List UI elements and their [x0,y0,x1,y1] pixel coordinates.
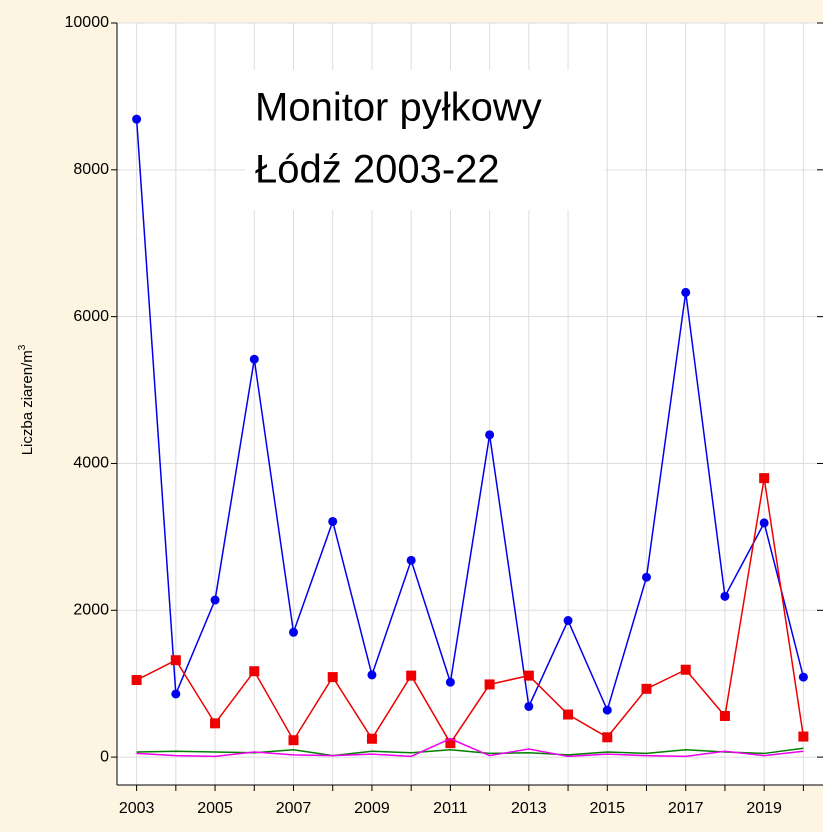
point [485,430,494,439]
point [211,596,220,605]
point [720,711,730,721]
y-tick-label: 2000 [73,602,109,619]
point [760,518,769,527]
x-tick-label: 2011 [433,800,468,817]
y-tick-label: 8000 [73,161,109,178]
point [171,689,180,698]
point [798,732,808,742]
y-axis-label-sup: 3 [17,344,28,350]
point [603,706,612,715]
point [367,734,377,744]
x-tick-label: 2019 [746,800,782,817]
x-tick-label: 2015 [589,800,625,817]
point [524,702,533,711]
point [642,684,652,694]
point [406,671,416,681]
point [289,628,298,637]
point [328,672,338,682]
chart-title: Łódź 2003-22 [255,148,500,192]
point [759,473,769,483]
page: Monitor pyłkowy Łódź 2003-22 Liczba ziar… [0,0,823,832]
point [799,673,808,682]
point [289,735,299,745]
x-tick-label: 2003 [119,800,155,817]
point [132,675,142,685]
y-axis-label-text: Liczba ziaren/m [19,350,36,455]
point [250,355,259,364]
point [564,616,573,625]
point [249,666,259,676]
x-tick-label: 2013 [511,800,547,817]
x-tick-label: 2017 [668,800,704,817]
y-axis-label: Liczba ziaren/m3 [17,344,36,455]
point [210,718,220,728]
point [367,670,376,679]
point [563,710,573,720]
point [524,671,534,681]
point [446,678,455,687]
point [132,115,141,124]
y-tick-label: 0 [100,748,109,765]
y-tick-label: 6000 [73,308,109,325]
chart-title: Monitor pyłkowy [255,86,542,130]
x-tick-label: 2009 [354,800,390,817]
point [407,556,416,565]
point [328,517,337,526]
x-tick-label: 2005 [197,800,233,817]
point [171,655,181,665]
point [720,592,729,601]
y-tick-label: 4000 [73,455,109,472]
point [681,288,690,297]
x-tick-label: 2007 [276,800,312,817]
point [642,573,651,582]
point [681,665,691,675]
point [602,732,612,742]
chart: Monitor pyłkowy Łódź 2003-22 Liczba ziar… [0,0,823,832]
y-tick-label: 10000 [65,14,110,31]
point [485,679,495,689]
